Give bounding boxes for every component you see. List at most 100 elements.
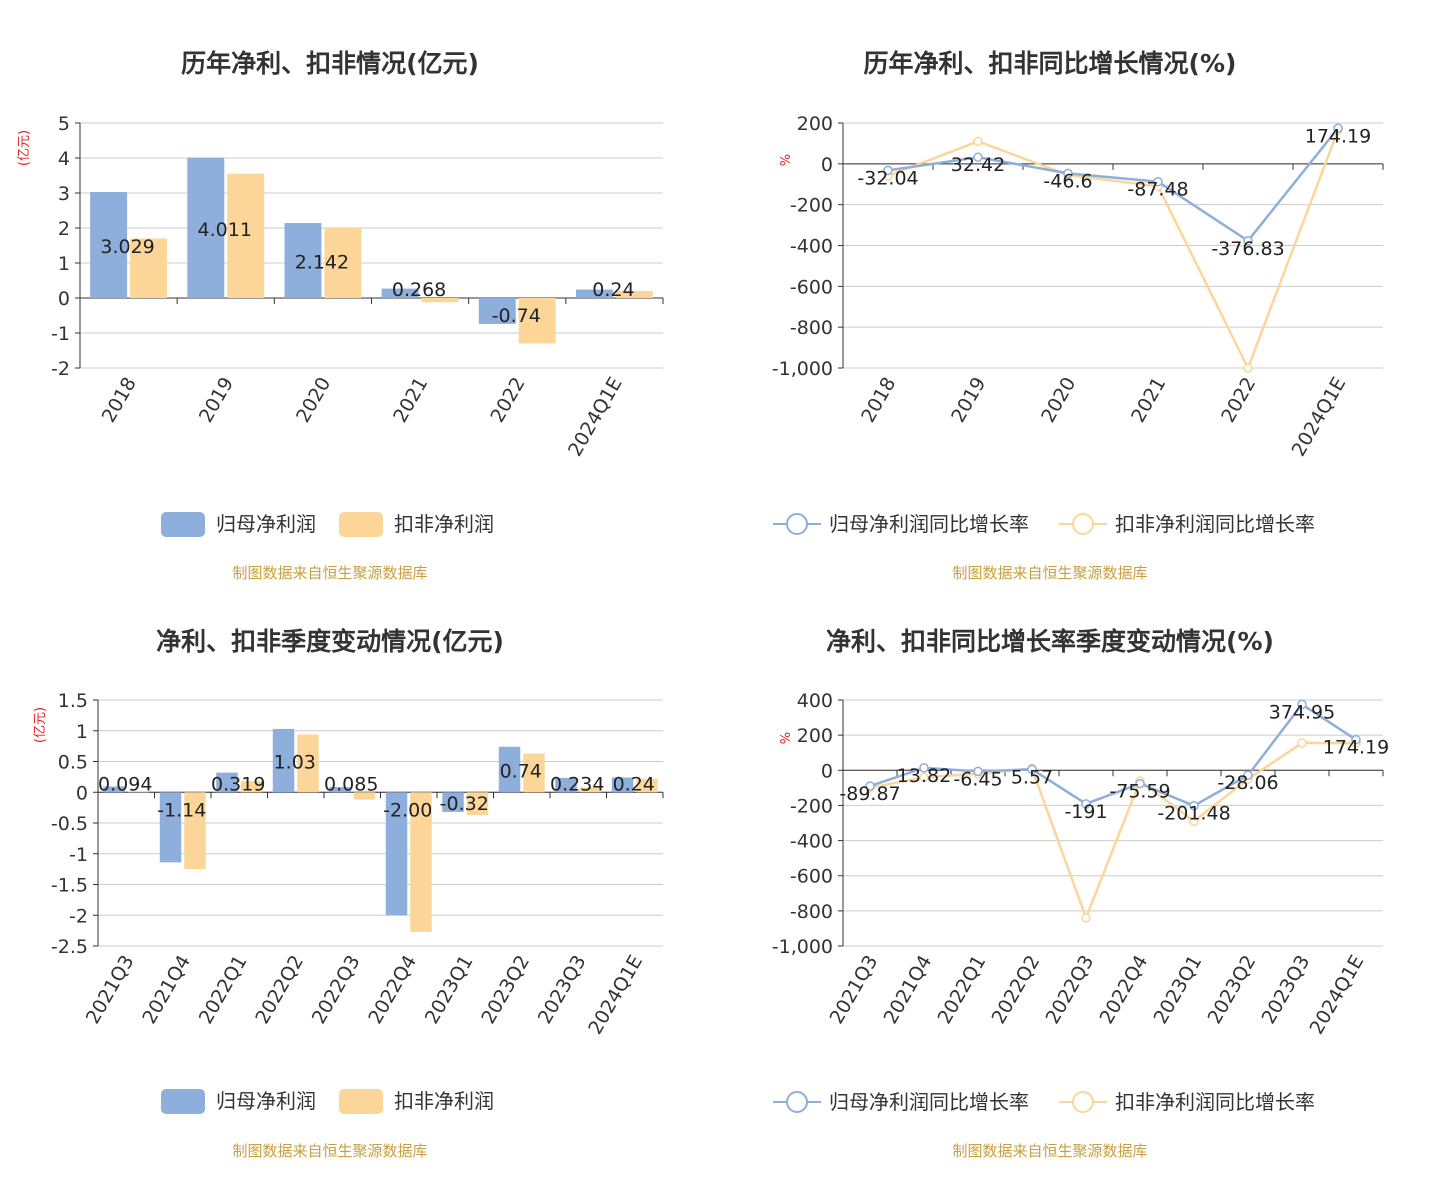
y-tick-label: 3 <box>58 183 70 205</box>
y-axis-unit-label: % <box>779 154 794 166</box>
legend-swatch <box>339 512 383 537</box>
source-note: 制图数据来自恒生聚源数据库 <box>232 564 427 582</box>
series-point <box>1081 913 1091 923</box>
legend-swatch <box>339 1089 383 1114</box>
data-label: -46.6 <box>1043 170 1092 192</box>
chart-panel-annual-profit: 历年净利、扣非情况(亿元) (亿元) 5 4 3 2 1 0 -1 -2 2018 2019 2020 2… <box>0 0 716 591</box>
series-line-net-profit-growth <box>869 702 1357 808</box>
y-tick-label: 4 <box>58 148 70 170</box>
chart-annual-growth: 历年净利、扣非同比增长情况(%)% 200 0 -200 -400 -600 -800 -1,… <box>772 49 1384 582</box>
source-note: 制图数据来自恒生聚源数据库 <box>952 1142 1147 1160</box>
y-tick-label: -600 <box>790 866 833 888</box>
data-label: 174.19 <box>1323 737 1389 759</box>
series-point <box>1189 800 1199 811</box>
y-tick-label: -400 <box>790 236 833 258</box>
data-label: -6.45 <box>953 768 1002 790</box>
y-tick-label: -800 <box>790 317 833 339</box>
x-tick-label: 2024Q1E <box>584 952 647 1039</box>
data-label: -191 <box>1064 801 1107 823</box>
data-label: 0.234 <box>550 773 604 795</box>
bar-net-profit <box>216 772 238 793</box>
series-point <box>1297 699 1307 710</box>
bar-deducted-profit <box>466 792 489 816</box>
data-label: 0.319 <box>211 773 265 795</box>
y-tick-label: 0 <box>58 288 70 310</box>
legend-marker <box>786 1091 808 1113</box>
series-point <box>919 772 929 783</box>
legend-label: 归母净利润 <box>216 512 316 536</box>
legend-marker <box>786 513 808 535</box>
bar-net-profit <box>442 792 464 812</box>
x-tick-label: 2023Q1 <box>1150 952 1207 1028</box>
bar-deducted-profit <box>353 792 376 800</box>
chart-quarterly-growth: 净利、扣非同比增长率季度变动情况(%)% 400 200 0 -200 -400 -600 -… <box>772 627 1389 1160</box>
x-tick-label: 2021 <box>389 374 432 427</box>
x-tick-label: 2024Q1E <box>1288 374 1351 461</box>
y-tick-label: -1,000 <box>772 936 833 958</box>
bar-net-profit <box>611 777 634 793</box>
data-label: -28.06 <box>1217 772 1278 794</box>
data-label: -376.83 <box>1211 238 1284 260</box>
bar-net-profit <box>272 728 295 793</box>
y-tick-label: -1.5 <box>51 875 88 897</box>
chart-title: 历年净利、扣非情况(亿元) <box>181 49 479 78</box>
legend-marker <box>1072 1091 1094 1113</box>
y-tick-label: 400 <box>797 690 833 712</box>
y-tick-label: -1,000 <box>772 358 833 380</box>
source-note: 制图数据来自恒生聚源数据库 <box>232 1142 427 1160</box>
y-tick-label: 1 <box>58 253 70 275</box>
x-tick-label: 2022Q2 <box>988 952 1045 1028</box>
series-point <box>973 136 983 147</box>
legend-swatch <box>161 1089 205 1114</box>
y-tick-label: 200 <box>797 113 833 135</box>
bar-net-profit <box>478 298 516 324</box>
legend-label: 扣非净利润 <box>394 1089 494 1113</box>
y-tick-label: -0.5 <box>51 813 88 835</box>
bar-net-profit <box>575 289 613 298</box>
bar-deducted-profit <box>579 787 602 793</box>
y-axis-unit-label: (亿元) <box>33 707 48 743</box>
series-point <box>1189 816 1199 826</box>
data-label: -75.59 <box>1109 781 1170 803</box>
x-tick-label: 2021 <box>1127 374 1170 427</box>
data-label: -2.00 <box>383 799 432 821</box>
data-label: 0.085 <box>324 773 378 795</box>
series-point <box>1063 168 1073 179</box>
bar-deducted-profit <box>410 792 432 932</box>
bar-deducted-profit <box>297 734 319 793</box>
x-tick-label: 2023Q2 <box>1204 952 1261 1028</box>
data-label: 0.24 <box>613 773 655 795</box>
chart-title: 历年净利、扣非同比增长情况(%) <box>864 49 1237 78</box>
bar-deducted-profit <box>421 298 459 303</box>
series-point <box>1333 123 1343 134</box>
x-tick-label: 2019 <box>195 374 238 427</box>
bar-net-profit <box>385 792 408 916</box>
x-tick-label: 2021Q3 <box>82 952 139 1028</box>
bar-net-profit <box>555 777 577 793</box>
bar-deducted-profit <box>130 238 168 298</box>
data-label: 374.95 <box>1269 701 1335 723</box>
legend-label: 扣非净利润 <box>394 512 494 536</box>
series-point <box>1027 764 1037 775</box>
x-tick-label: 2024Q1E <box>1306 952 1369 1039</box>
series-point <box>1135 778 1145 789</box>
y-tick-label: 0 <box>821 154 833 176</box>
series-point <box>1153 176 1163 187</box>
series-point <box>1351 734 1361 745</box>
y-tick-label: 2 <box>58 218 70 240</box>
bar-deducted-profit <box>184 792 206 870</box>
y-tick-label: -200 <box>790 195 833 217</box>
chart-title: 净利、扣非同比增长率季度变动情况(%) <box>826 627 1274 656</box>
chart-panel-quarterly-profit: 净利、扣非季度变动情况(亿元) (亿元) 1.5 1 0.5 0 -0.5 -1 -1.5 -2 -… <box>0 591 716 1182</box>
data-label: -0.32 <box>440 793 489 815</box>
legend-label: 归母净利润同比增长率 <box>829 1090 1029 1114</box>
series-point <box>973 766 983 777</box>
chart-quarterly-profit: 净利、扣非季度变动情况(亿元) (亿元) 1.5 1 0.5 0 -0.5 -1 -1.5 -2 -… <box>33 627 664 1160</box>
x-tick-label: 2022Q4 <box>1096 952 1153 1028</box>
series-point <box>883 165 893 176</box>
series-line-deducted-profit-growth <box>887 129 1340 372</box>
y-tick-label: 0.5 <box>58 752 88 774</box>
y-tick-label: -800 <box>790 901 833 923</box>
data-label: 4.011 <box>198 219 252 241</box>
y-tick-label: -1 <box>69 844 88 866</box>
